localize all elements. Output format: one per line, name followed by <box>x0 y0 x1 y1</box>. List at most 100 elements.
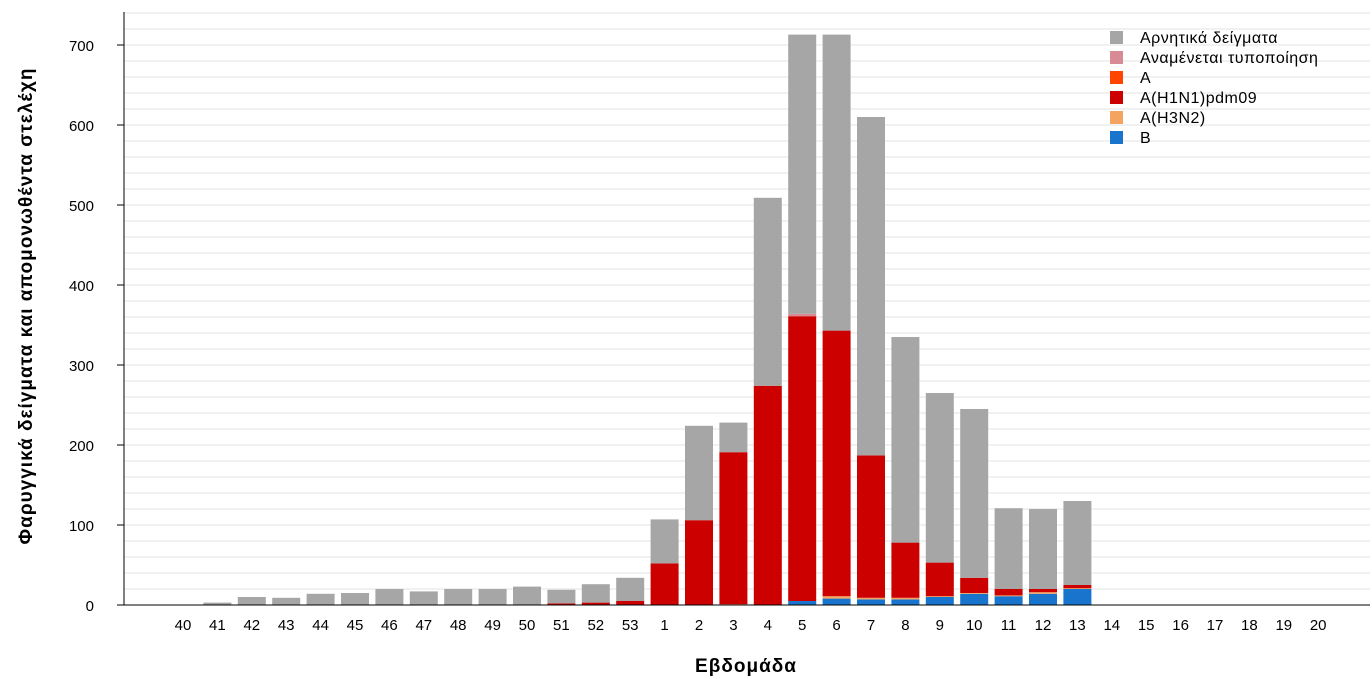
x-tick-label: 19 <box>1275 617 1292 634</box>
bar-segment <box>547 589 576 604</box>
bar-segment <box>1063 501 1092 585</box>
bar-segment <box>685 520 713 605</box>
bar-segment <box>822 34 851 331</box>
bar-segment <box>478 589 507 605</box>
bar-segment <box>272 597 301 605</box>
bar-segment <box>857 597 885 600</box>
x-tick-label: 42 <box>243 617 260 634</box>
legend-swatch <box>1110 31 1123 44</box>
x-tick-label: 14 <box>1103 617 1120 634</box>
y-tick-label: 300 <box>69 358 94 375</box>
bar-segment <box>547 603 576 605</box>
x-tick-label: 16 <box>1172 617 1189 634</box>
legend-label: A(H3N2) <box>1140 110 1206 127</box>
legend-label: B <box>1140 130 1151 147</box>
x-tick-label: 48 <box>450 617 467 634</box>
y-axis-title: Φαρυγγικά δείγματα και απομονωθέντα στελ… <box>16 68 37 545</box>
bar-segment <box>788 34 817 314</box>
bar-segment <box>513 586 541 605</box>
x-tick-label: 50 <box>519 617 536 634</box>
bar-segment <box>1029 593 1057 605</box>
bar-segment <box>891 337 920 543</box>
bar-segment <box>1029 589 1057 593</box>
x-tick-label: 5 <box>798 617 806 634</box>
bar-segment <box>444 589 473 605</box>
x-tick-label: 17 <box>1207 617 1224 634</box>
bar-segment <box>1029 509 1057 589</box>
x-tick-label: 8 <box>901 617 909 634</box>
x-tick-label: 20 <box>1310 617 1327 634</box>
bar-segment <box>616 577 645 601</box>
bar-segment <box>925 597 954 605</box>
bar-segment <box>237 597 266 605</box>
legend-label: Αρνητικά δείγματα <box>1140 30 1278 47</box>
bar-segment <box>857 117 885 456</box>
bar-segment <box>1063 589 1092 605</box>
bar-segment <box>650 563 679 605</box>
y-tick-label: 0 <box>86 598 94 615</box>
bar-segment <box>753 197 782 386</box>
legend-label: A(H1N1)pdm09 <box>1140 90 1257 107</box>
bar-segment <box>925 596 954 597</box>
y-tick-label: 600 <box>69 118 94 135</box>
bar-segment <box>1063 588 1092 589</box>
bar-segment <box>341 593 369 605</box>
x-tick-label: 15 <box>1138 617 1155 634</box>
bar-segment <box>753 385 782 605</box>
bar-segment <box>375 589 404 605</box>
bar-segment <box>925 562 954 597</box>
bar-segment <box>994 595 1023 597</box>
y-tick-labels: 0 100 200 300 400 500 600 700 <box>69 38 124 615</box>
x-tick-label: 52 <box>587 617 604 634</box>
bar-segment <box>960 593 989 605</box>
legend-swatch <box>1110 71 1123 84</box>
y-tick-label: 100 <box>69 518 94 535</box>
legend-swatch <box>1110 111 1123 124</box>
bar-segment <box>203 602 232 605</box>
bar-segment <box>409 591 438 605</box>
bar-segment <box>994 589 1023 596</box>
bar-segment <box>857 455 885 598</box>
y-tick-label: 500 <box>69 198 94 215</box>
bar-segment <box>1029 592 1057 594</box>
legend-swatch <box>1110 91 1123 104</box>
bar-segment <box>719 422 748 453</box>
bar-segment <box>822 596 851 599</box>
x-axis-title: Εβδομάδα <box>695 656 797 677</box>
bar-segment <box>891 599 920 605</box>
x-tick-label: 46 <box>381 617 398 634</box>
x-tick-label: 51 <box>553 617 570 634</box>
bar-segment <box>306 593 335 605</box>
bar-segment <box>994 508 1023 589</box>
bar-segment <box>788 601 817 605</box>
x-tick-label: 4 <box>764 617 772 634</box>
bar-segment <box>891 597 920 600</box>
legend-label: Αναμένεται τυποποίηση <box>1140 50 1318 67</box>
bar-segment <box>788 313 817 317</box>
x-tick-label: 47 <box>415 617 432 634</box>
y-tick-label: 400 <box>69 278 94 295</box>
y-tick-label: 200 <box>69 438 94 455</box>
bar-segment <box>822 598 851 605</box>
x-tick-label: 7 <box>867 617 875 634</box>
x-tick-label: 53 <box>622 617 639 634</box>
bar-segment <box>685 425 713 521</box>
x-tick-label: 9 <box>936 617 944 634</box>
x-tick-label: 40 <box>175 617 192 634</box>
x-tick-label: 6 <box>832 617 840 634</box>
x-tick-label: 1 <box>660 617 668 634</box>
legend-swatch <box>1110 51 1123 64</box>
bar-segment <box>616 601 645 605</box>
x-tick-labels: 40 41 42 43 44 45 46 47 48 49 50 51 52 53 1 2 3 4 5 6 7 8 9 10 1… <box>175 617 1327 634</box>
x-tick-label: 44 <box>312 617 329 634</box>
bar-segment <box>891 542 920 598</box>
gridlines <box>124 12 1370 590</box>
x-tick-label: 11 <box>1001 617 1017 634</box>
bar-segment <box>960 409 989 578</box>
x-tick-label: 18 <box>1241 617 1258 634</box>
x-tick-label: 41 <box>209 617 226 634</box>
bar-segment <box>994 596 1023 605</box>
bars <box>203 34 1092 605</box>
